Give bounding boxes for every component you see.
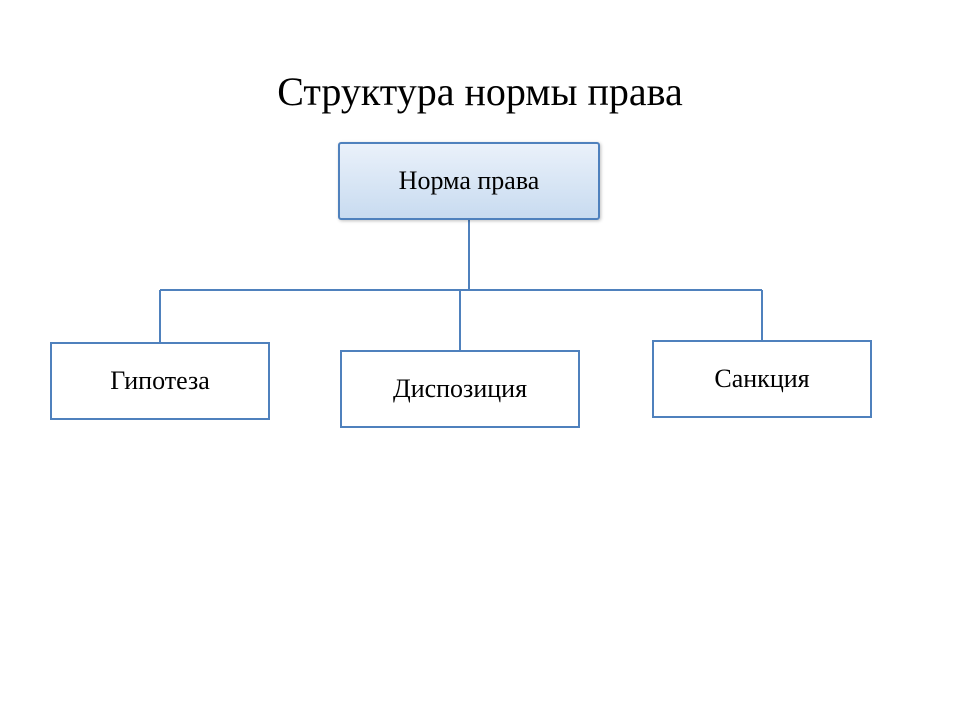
root-node: Норма права	[338, 142, 600, 220]
child-node-label: Диспозиция	[393, 374, 527, 404]
page-title: Структура нормы права	[0, 68, 960, 115]
child-node-hypothesis: Гипотеза	[50, 342, 270, 420]
child-node-label: Гипотеза	[110, 366, 210, 396]
child-node-label: Санкция	[714, 364, 809, 394]
child-node-disposition: Диспозиция	[340, 350, 580, 428]
child-node-sanction: Санкция	[652, 340, 872, 418]
root-node-label: Норма права	[399, 166, 540, 196]
